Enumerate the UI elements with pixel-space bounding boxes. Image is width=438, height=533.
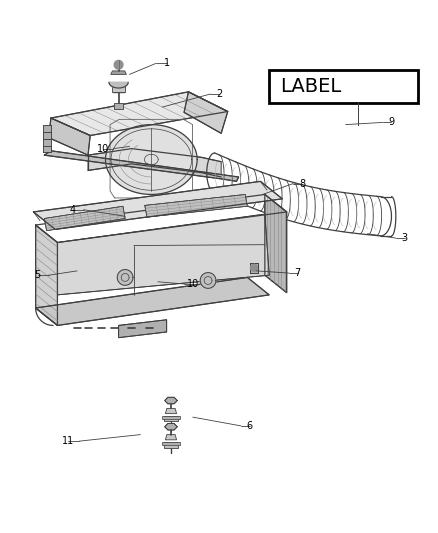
Polygon shape	[43, 125, 51, 133]
Polygon shape	[43, 145, 51, 152]
Circle shape	[251, 264, 258, 271]
Text: 11: 11	[62, 436, 74, 446]
Polygon shape	[162, 416, 180, 419]
Polygon shape	[49, 118, 90, 155]
Polygon shape	[184, 92, 228, 133]
Text: 5: 5	[35, 270, 41, 280]
Polygon shape	[57, 214, 269, 295]
Polygon shape	[112, 82, 125, 92]
Text: 7: 7	[294, 268, 301, 278]
Text: 1: 1	[163, 59, 170, 68]
Text: 9: 9	[389, 117, 395, 127]
Polygon shape	[43, 132, 51, 139]
Polygon shape	[114, 103, 123, 109]
Polygon shape	[162, 442, 180, 445]
Polygon shape	[111, 71, 127, 75]
Text: 10: 10	[187, 279, 199, 289]
Text: 10: 10	[97, 143, 110, 154]
Polygon shape	[106, 125, 197, 195]
Polygon shape	[200, 272, 216, 288]
Text: 2: 2	[216, 89, 222, 99]
Polygon shape	[165, 424, 177, 430]
Polygon shape	[88, 149, 221, 177]
Polygon shape	[33, 181, 283, 229]
Polygon shape	[117, 270, 133, 285]
Polygon shape	[164, 416, 178, 422]
Polygon shape	[265, 195, 287, 293]
Polygon shape	[164, 442, 178, 448]
Text: 3: 3	[402, 233, 408, 243]
Polygon shape	[250, 263, 258, 273]
Polygon shape	[44, 206, 125, 231]
Polygon shape	[35, 225, 57, 326]
Polygon shape	[109, 82, 128, 88]
FancyBboxPatch shape	[269, 70, 418, 103]
Polygon shape	[43, 139, 51, 146]
Polygon shape	[166, 434, 177, 440]
Polygon shape	[145, 195, 247, 217]
Text: 4: 4	[70, 205, 76, 215]
Polygon shape	[51, 92, 228, 135]
Polygon shape	[166, 408, 177, 414]
Text: LABEL: LABEL	[280, 77, 341, 96]
Polygon shape	[44, 151, 239, 181]
Polygon shape	[119, 320, 166, 338]
Text: 8: 8	[299, 179, 305, 189]
Polygon shape	[35, 277, 269, 326]
Text: 6: 6	[247, 421, 253, 431]
Circle shape	[114, 60, 123, 69]
Polygon shape	[165, 397, 177, 404]
